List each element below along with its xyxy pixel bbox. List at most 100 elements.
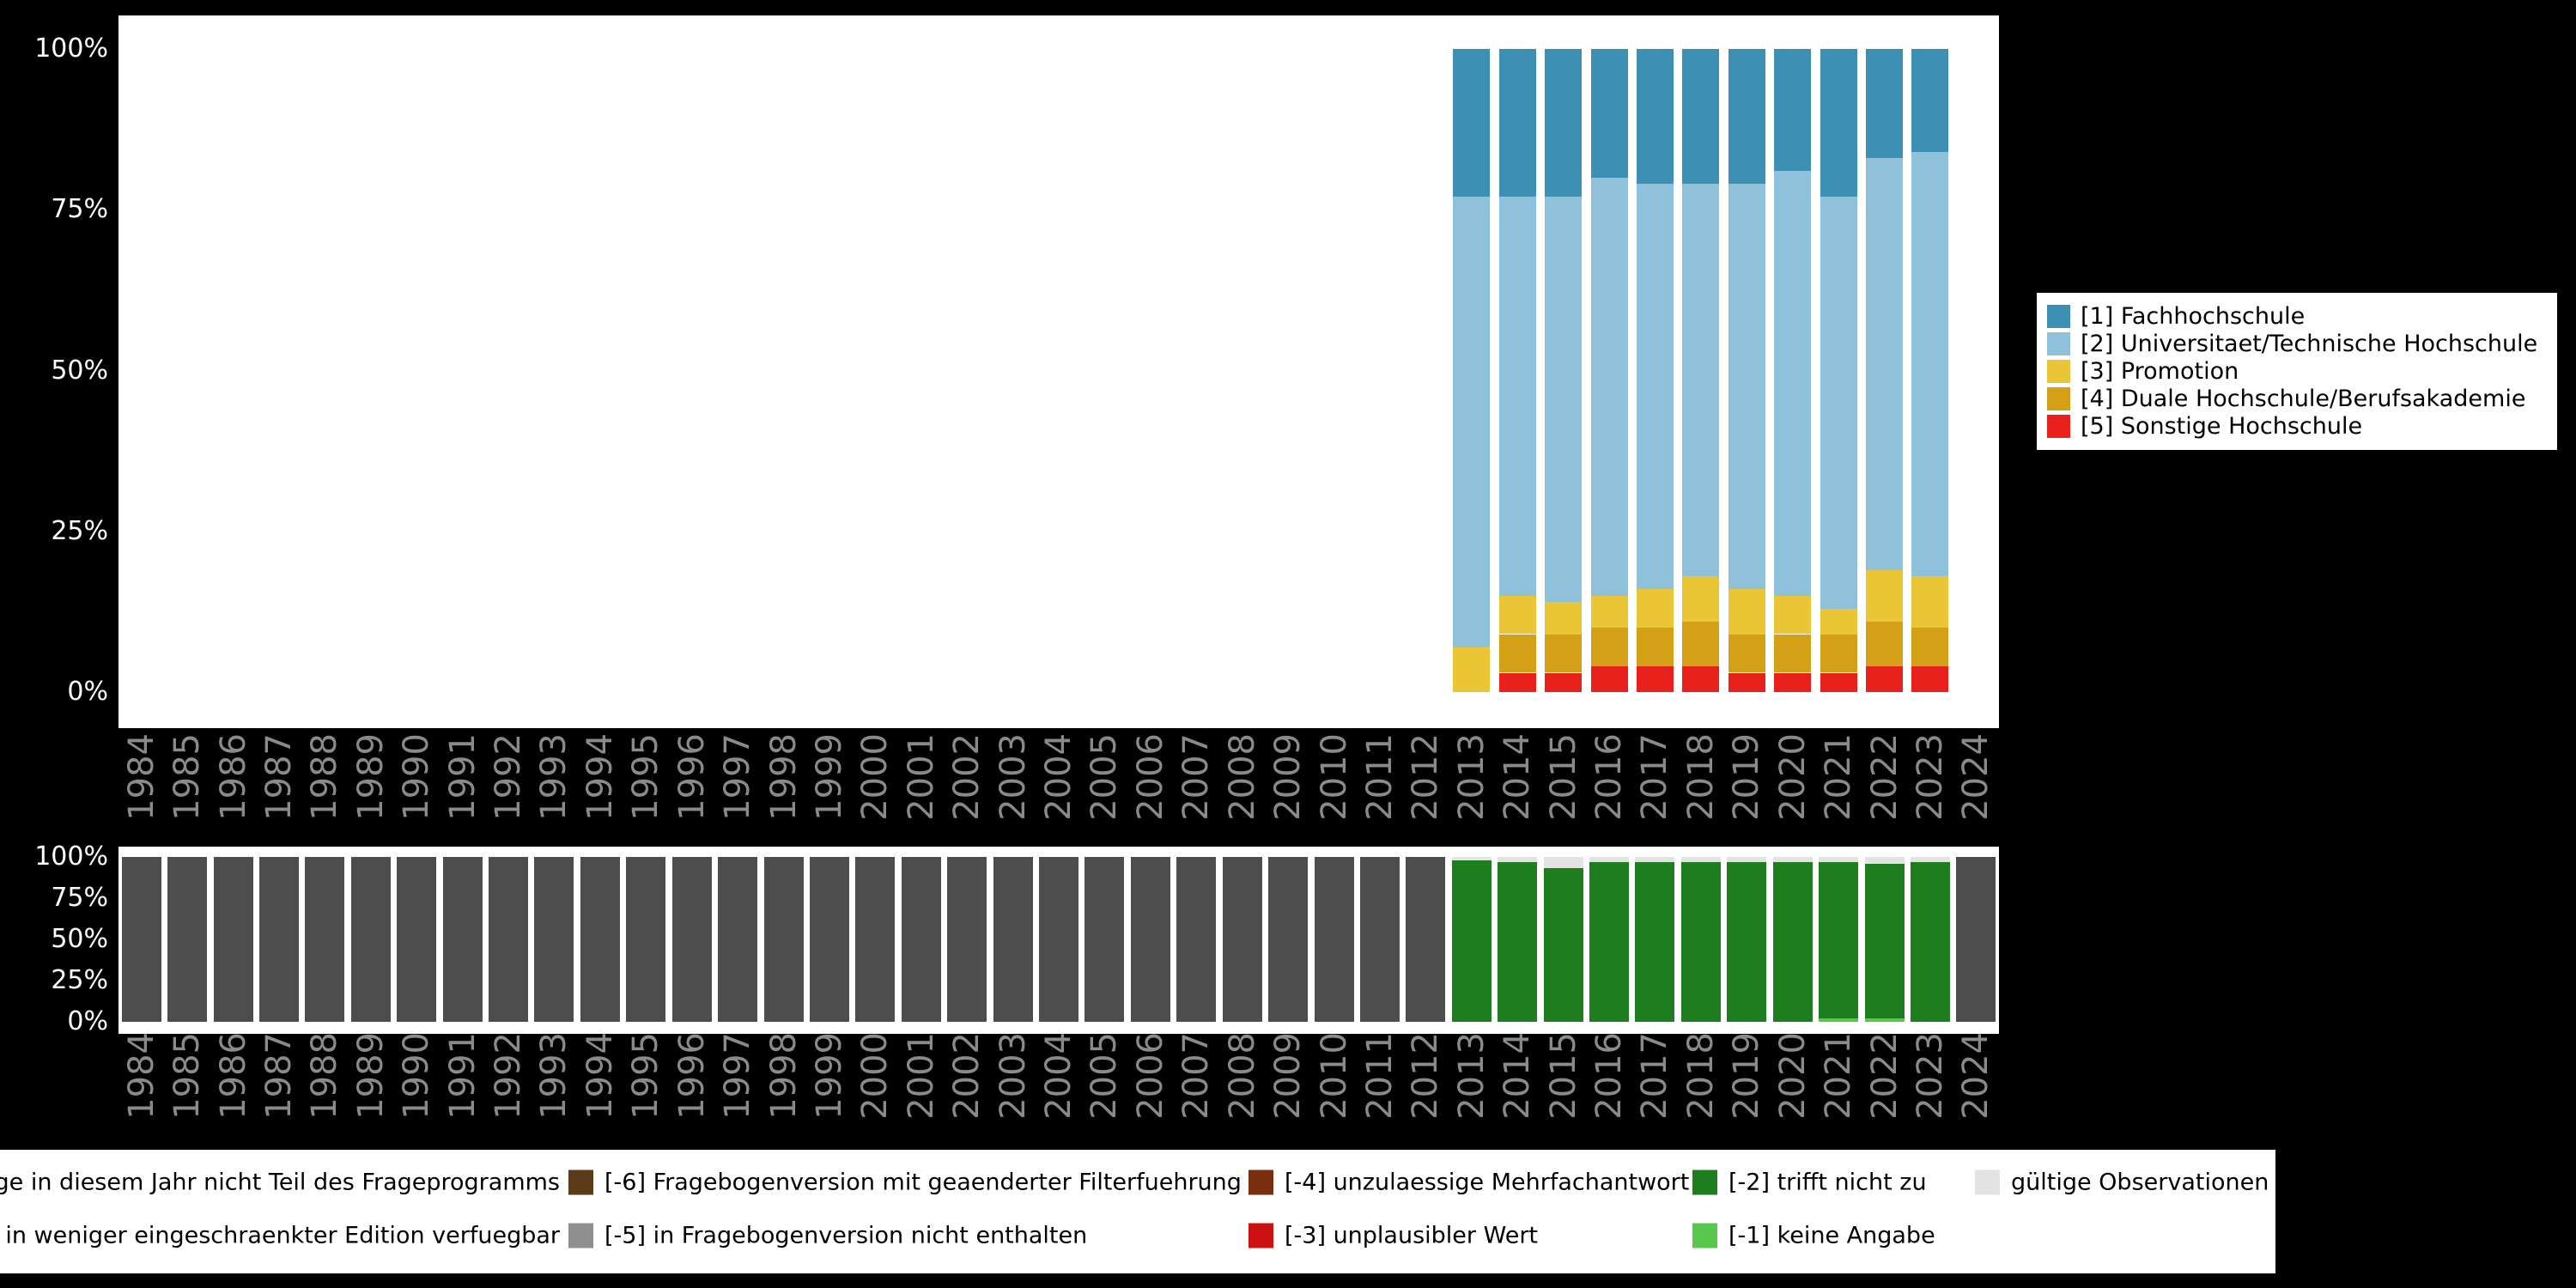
top-bar-segment-2015 <box>1545 602 1583 635</box>
top-year-label-2024: 2024 <box>1956 733 1996 821</box>
bottom-bar-segment-2016 <box>1589 857 1629 862</box>
missing-legend-swatch-icon <box>1975 1170 2000 1195</box>
bottom-year-label-2022: 2022 <box>1864 1032 1905 1120</box>
bottom-year-label-2002: 2002 <box>947 1032 987 1120</box>
bottom-year-label-2010: 2010 <box>1314 1032 1354 1120</box>
top-year-label-1984: 1984 <box>121 733 161 821</box>
bottom-bar-segment-2004 <box>1039 857 1078 1022</box>
legend-item: [1] Fachhochschule <box>2047 303 2547 330</box>
top-year-label-2023: 2023 <box>1910 733 1950 821</box>
top-year-label-2021: 2021 <box>1819 733 1858 821</box>
top-bar-segment-2020 <box>1774 634 1812 673</box>
bottom-bar-segment-2017 <box>1635 857 1675 862</box>
missing-legend-swatch-icon <box>1249 1223 1273 1249</box>
top-year-label-2009: 2009 <box>1268 733 1309 821</box>
bottom-bar-segment-1996 <box>671 857 712 1022</box>
legend-item-label: [1] Fachhochschule <box>2081 303 2306 330</box>
top-bar-segment-2014 <box>1498 49 1536 197</box>
bottom-ytick-25: 25% <box>51 965 108 995</box>
top-bar-segment-2021 <box>1820 672 1857 692</box>
bottom-bar-segment-2014 <box>1498 861 1538 1022</box>
bottom-year-label-1988: 1988 <box>305 1032 345 1120</box>
bottom-year-label-2008: 2008 <box>1222 1032 1262 1120</box>
bottom-bar-segment-2007 <box>1176 857 1217 1022</box>
top-bar-segment-2017 <box>1636 49 1674 185</box>
top-bar-segment-2013 <box>1453 197 1491 647</box>
top-year-label-2002: 2002 <box>947 733 987 821</box>
bottom-bar-segment-2008 <box>1222 857 1262 1022</box>
missing-legend-item: [-6] Fragebogenversion mit geaenderter F… <box>568 1170 1242 1196</box>
bottom-bar-segment-2000 <box>855 857 896 1022</box>
bottom-bar-segment-1989 <box>350 857 391 1022</box>
bottom-year-label-2021: 2021 <box>1819 1032 1858 1120</box>
top-bar-segment-2018 <box>1682 184 1720 577</box>
top-year-label-2000: 2000 <box>855 733 896 821</box>
legend-item: [3] Promotion <box>2047 358 2547 385</box>
top-bar-segment-2020 <box>1774 672 1812 692</box>
bottom-bar-segment-2019 <box>1727 861 1767 1022</box>
missing-values-legend: ge in diesem Jahr nicht Teil des Fragepr… <box>0 1150 2275 1273</box>
top-bar-segment-2014 <box>1498 197 1536 596</box>
missing-legend-swatch-icon <box>568 1170 593 1195</box>
top-year-label-1985: 1985 <box>167 733 208 821</box>
missing-legend-item: [-1] keine Angabe <box>1692 1223 1935 1249</box>
missing-legend-swatch-icon <box>1692 1223 1717 1249</box>
top-year-label-2020: 2020 <box>1772 733 1813 821</box>
top-year-label-2015: 2015 <box>1543 733 1583 821</box>
top-year-label-1996: 1996 <box>671 733 712 821</box>
missing-legend-item-label: [-5] in Fragebogenversion nicht enthalte… <box>605 1222 1088 1249</box>
top-year-label-2006: 2006 <box>1130 733 1170 821</box>
legend-swatch-icon <box>2047 305 2070 328</box>
bottom-ytick-50: 50% <box>51 924 108 954</box>
top-year-label-2007: 2007 <box>1176 733 1217 821</box>
bottom-ytick-100: 100% <box>34 841 108 872</box>
missing-legend-item-label: [-4] unzulaessige Mehrfachantwort <box>1285 1169 1690 1196</box>
top-year-label-2011: 2011 <box>1359 733 1400 821</box>
top-year-label-2016: 2016 <box>1589 733 1629 821</box>
missing-legend-item-label: [-3] unplausibler Wert <box>1285 1222 1539 1249</box>
bottom-bar-segment-2023 <box>1910 857 1950 862</box>
bottom-bar-segment-2021 <box>1819 861 1858 1019</box>
bottom-year-label-2012: 2012 <box>1406 1032 1446 1120</box>
top-year-label-1999: 1999 <box>809 733 849 821</box>
bottom-year-label-2023: 2023 <box>1910 1032 1950 1120</box>
bottom-year-label-1991: 1991 <box>442 1032 483 1120</box>
top-year-label-2018: 2018 <box>1680 733 1721 821</box>
bottom-bar-segment-1985 <box>167 857 208 1022</box>
bottom-bar-segment-2018 <box>1680 861 1721 1022</box>
top-bar-segment-2016 <box>1590 628 1628 666</box>
bottom-bar-segment-2018 <box>1680 857 1721 862</box>
bottom-bar-segment-1990 <box>397 857 437 1022</box>
bottom-year-label-2019: 2019 <box>1727 1032 1767 1120</box>
top-bar-segment-2013 <box>1453 647 1491 692</box>
bottom-bar-segment-1987 <box>259 857 299 1022</box>
bottom-year-label-1990: 1990 <box>397 1032 437 1120</box>
top-ytick-100: 100% <box>34 33 108 64</box>
top-bar-segment-2018 <box>1682 666 1720 692</box>
bottom-year-label-2014: 2014 <box>1498 1032 1538 1120</box>
top-bar-segment-2014 <box>1498 672 1536 692</box>
bottom-year-label-2013: 2013 <box>1451 1032 1492 1120</box>
legend-swatch-icon <box>2047 387 2070 410</box>
top-year-label-2019: 2019 <box>1727 733 1767 821</box>
top-year-label-2010: 2010 <box>1314 733 1354 821</box>
top-bar-segment-2015 <box>1545 49 1583 197</box>
bottom-bar-segment-2016 <box>1589 861 1629 1022</box>
top-year-label-1986: 1986 <box>213 733 253 821</box>
bottom-bar-segment-1984 <box>121 857 161 1022</box>
bottom-year-label-1996: 1996 <box>671 1032 712 1120</box>
missing-legend-item: ge in diesem Jahr nicht Teil des Fragepr… <box>0 1170 560 1196</box>
bottom-year-label-2016: 2016 <box>1589 1032 1629 1120</box>
top-bar-segment-2019 <box>1728 184 1765 590</box>
top-bar-segment-2023 <box>1911 576 1949 629</box>
bottom-year-label-1998: 1998 <box>763 1032 804 1120</box>
bottom-year-label-2007: 2007 <box>1176 1032 1217 1120</box>
top-bar-segment-2016 <box>1590 666 1628 692</box>
bottom-year-label-2017: 2017 <box>1635 1032 1675 1120</box>
bottom-bar-segment-2010 <box>1314 857 1354 1022</box>
bottom-bar-segment-2017 <box>1635 861 1675 1022</box>
bottom-bar-segment-2015 <box>1543 868 1583 1022</box>
bottom-bar-segment-1992 <box>489 857 528 1022</box>
top-bar-segment-2021 <box>1820 608 1857 635</box>
bottom-bar-segment-2024 <box>1956 857 1996 1022</box>
